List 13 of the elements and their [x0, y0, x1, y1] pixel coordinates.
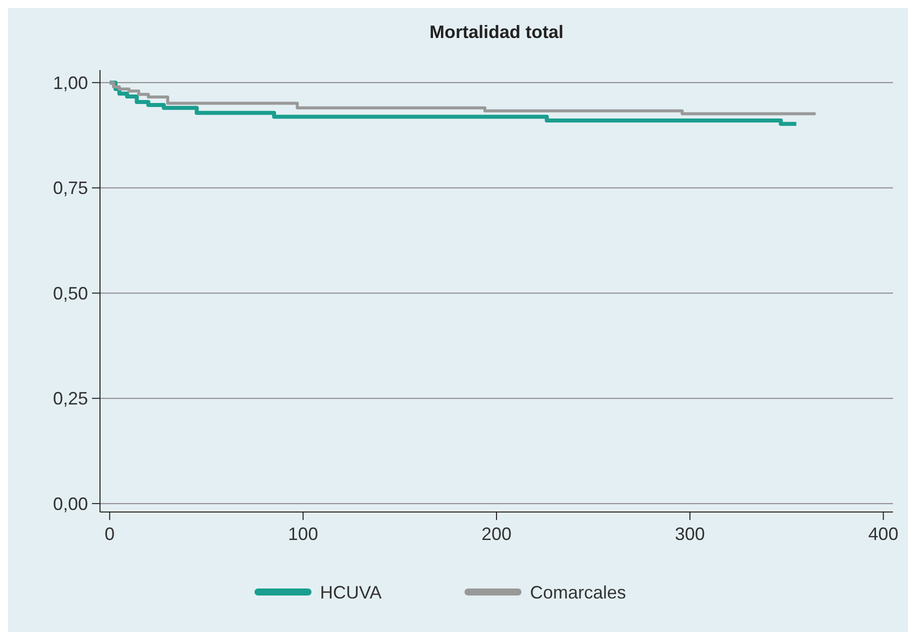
legend-label: HCUVA [320, 582, 382, 602]
x-tick-label: 400 [868, 524, 898, 544]
y-tick-label: 0,75 [52, 178, 88, 198]
y-tick-label: 0,50 [52, 283, 88, 304]
x-tick-label: 200 [481, 524, 512, 544]
y-tick-label: 1,00 [52, 72, 88, 93]
chart-title: Mortalidad total [430, 22, 564, 42]
legend-label: Comarcales [530, 582, 626, 602]
y-tick-label: 0,25 [52, 388, 88, 409]
x-tick-label: 0 [104, 524, 115, 544]
y-tick-label: 0,00 [52, 494, 88, 514]
x-tick-label: 300 [674, 524, 705, 544]
x-tick-label: 100 [288, 524, 318, 544]
